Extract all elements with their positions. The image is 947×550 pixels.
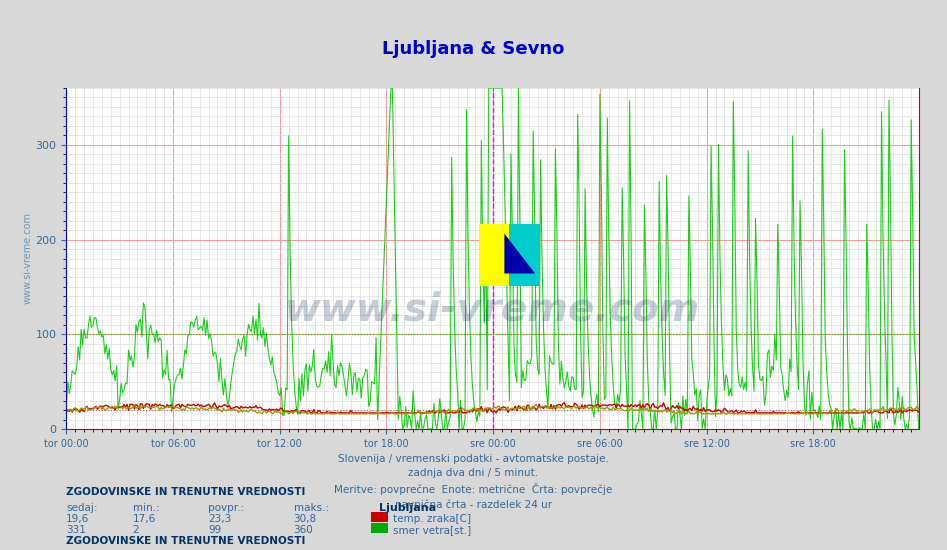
Text: povpr.:: povpr.: xyxy=(208,503,244,513)
Text: 360: 360 xyxy=(294,525,313,535)
Text: min.:: min.: xyxy=(133,503,159,513)
Text: www.si-vreme.com: www.si-vreme.com xyxy=(23,212,33,305)
Text: smer vetra[st.]: smer vetra[st.] xyxy=(393,525,472,535)
Text: 2: 2 xyxy=(133,525,139,535)
Text: 17,6: 17,6 xyxy=(133,514,156,524)
Text: 99: 99 xyxy=(208,525,222,535)
Text: www.si-vreme.com: www.si-vreme.com xyxy=(285,290,700,329)
Polygon shape xyxy=(505,234,535,273)
Text: temp. zraka[C]: temp. zraka[C] xyxy=(393,514,471,524)
Text: 23,3: 23,3 xyxy=(208,514,232,524)
Text: Ljubljana & Sevno: Ljubljana & Sevno xyxy=(383,41,564,58)
Text: sedaj:: sedaj: xyxy=(66,503,98,513)
Text: 331: 331 xyxy=(66,525,86,535)
Text: Ljubljana: Ljubljana xyxy=(379,503,436,513)
FancyBboxPatch shape xyxy=(479,224,509,286)
Text: 30,8: 30,8 xyxy=(294,514,316,524)
FancyBboxPatch shape xyxy=(509,224,540,286)
Text: Slovenija / vremenski podatki - avtomatske postaje.
zadnja dva dni / 5 minut.
Me: Slovenija / vremenski podatki - avtomats… xyxy=(334,454,613,509)
Text: ZGODOVINSKE IN TRENUTNE VREDNOSTI: ZGODOVINSKE IN TRENUTNE VREDNOSTI xyxy=(66,487,306,497)
Text: 19,6: 19,6 xyxy=(66,514,90,524)
Text: maks.:: maks.: xyxy=(294,503,329,513)
Text: ZGODOVINSKE IN TRENUTNE VREDNOSTI: ZGODOVINSKE IN TRENUTNE VREDNOSTI xyxy=(66,536,306,546)
